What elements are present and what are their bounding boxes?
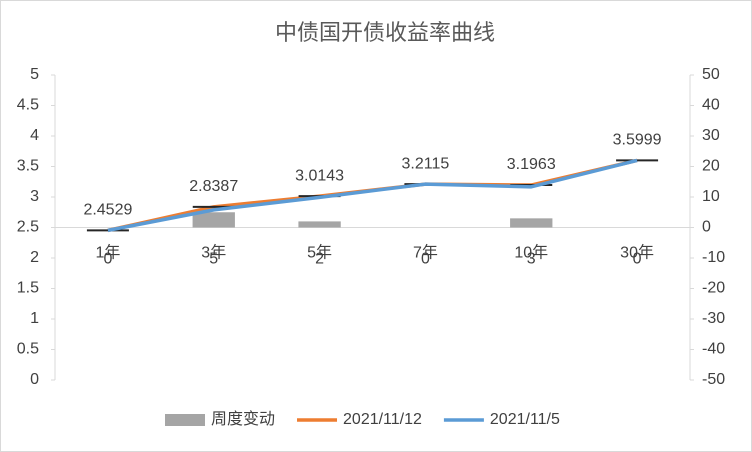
bar-value-label: 0 — [421, 251, 430, 268]
point-value-label: 3.1963 — [507, 156, 556, 173]
y-tick-label: 2 — [30, 249, 39, 266]
y2-tick-label: -40 — [702, 341, 725, 358]
chart-title: 中债国开债收益率曲线 — [275, 20, 495, 45]
y-tick-label: 1 — [30, 310, 39, 327]
y-tick-label: 0 — [30, 371, 39, 388]
point-value-label: 3.2115 — [402, 155, 450, 172]
x-tick-label: 5年 — [307, 244, 332, 262]
y2-tick-label: -20 — [702, 280, 725, 297]
y2-tick-label: 10 — [702, 188, 720, 205]
y-tick-label: 4 — [30, 127, 39, 144]
legend-swatch — [165, 414, 205, 426]
point-value-label: 2.8387 — [189, 178, 238, 195]
bar — [298, 221, 341, 228]
point-value-label: 3.0143 — [295, 167, 344, 184]
x-tick-label: 7年 — [413, 244, 438, 262]
x-tick-label: 30年 — [620, 244, 654, 262]
y-tick-label: 2.5 — [17, 219, 39, 236]
bar-value-label: 3 — [527, 251, 536, 268]
y2-tick-label: 30 — [702, 127, 720, 144]
y2-tick-label: 0 — [702, 219, 711, 236]
legend-label: 2021/11/5 — [490, 411, 560, 428]
bar — [192, 212, 235, 228]
bar-value-label: 2 — [315, 251, 324, 268]
line — [107, 158, 638, 233]
y2-tick-label: -30 — [702, 310, 725, 327]
y2-tick-label: -10 — [702, 249, 725, 266]
y2-tick-label: 50 — [702, 66, 720, 83]
bar-value-label: 0 — [103, 251, 112, 268]
y-tick-label: 4.5 — [17, 97, 39, 114]
y2-tick-label: -50 — [702, 371, 725, 388]
point-value-label: 2.4529 — [83, 202, 132, 219]
bar — [510, 218, 553, 228]
y-tick-label: 5 — [30, 66, 39, 83]
y2-tick-label: 40 — [702, 97, 720, 114]
x-tick-label: 10年 — [514, 244, 548, 262]
legend-label: 周度变动 — [211, 410, 275, 428]
y-tick-label: 3.5 — [17, 158, 39, 175]
y-tick-label: 1.5 — [17, 280, 39, 297]
y-tick-label: 3 — [30, 188, 39, 205]
x-tick-label: 3年 — [201, 244, 226, 262]
y2-tick-label: 20 — [702, 158, 720, 175]
bar-value-label: 5 — [209, 251, 218, 268]
bar-value-label: 0 — [633, 251, 642, 268]
point-value-label: 3.5999 — [613, 132, 662, 149]
y-tick-label: 0.5 — [17, 341, 39, 358]
legend-label: 2021/11/12 — [343, 411, 422, 428]
x-tick-label: 1年 — [95, 244, 120, 262]
